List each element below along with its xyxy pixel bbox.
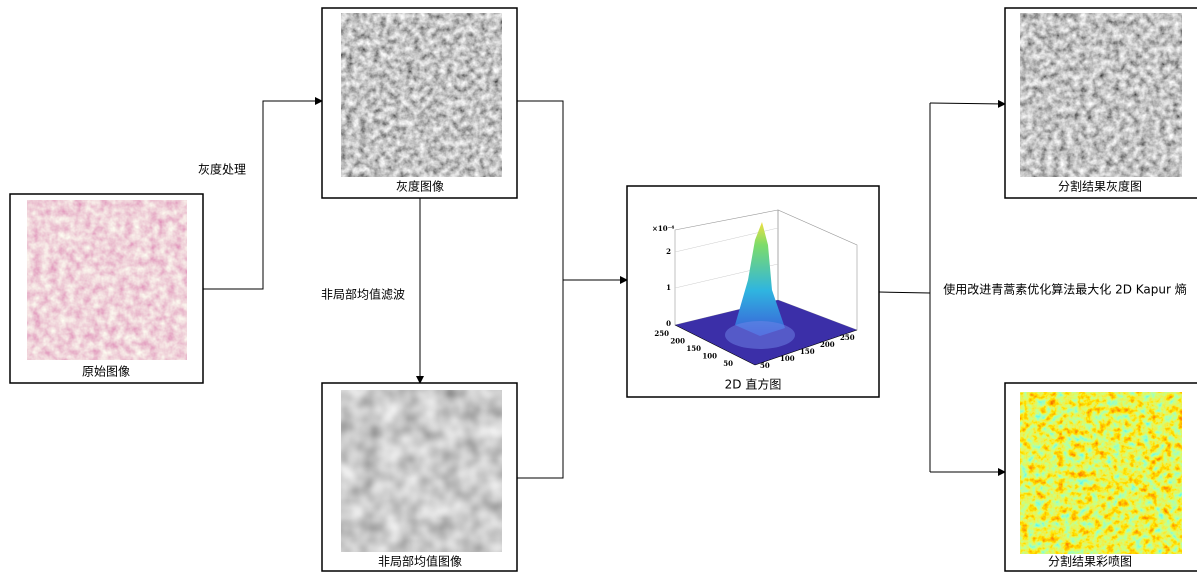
node-label: 2D 直方图	[725, 377, 782, 392]
image	[1020, 13, 1182, 177]
edge	[878, 291, 931, 294]
tick-label: 50	[760, 361, 770, 370]
edge-label: 非局部均值滤波	[321, 287, 405, 302]
image	[341, 390, 502, 552]
edge-label: 灰度处理	[198, 162, 246, 177]
tick-label: 250	[654, 329, 669, 338]
tick-label: 2	[666, 247, 671, 256]
tick-label: 200	[820, 340, 835, 349]
node-label: 原始图像	[82, 365, 130, 379]
edge	[929, 99, 1006, 108]
image	[341, 13, 502, 177]
tick-label: 1	[666, 283, 671, 292]
image	[1020, 392, 1182, 554]
edge	[203, 97, 323, 290]
node-label: 灰度图像	[396, 179, 444, 194]
histogram-plot	[674, 209, 858, 366]
node-label: 非局部均值图像	[378, 554, 462, 569]
tick-label: 100	[780, 354, 795, 363]
tick-label: 200	[670, 337, 685, 346]
node-label: 分割结果彩喷图	[1048, 554, 1132, 569]
tick-label: 250	[840, 333, 855, 342]
image	[27, 200, 187, 360]
tick-label: 150	[686, 344, 701, 353]
tick-label: 100	[702, 352, 717, 361]
edge	[517, 100, 564, 479]
axis-multiplier: ×10⁻⁴	[652, 224, 674, 233]
tick-label: 50	[723, 359, 733, 368]
edge-label: 使用改进青蒿素优化算法最大化 2D Kapur 熵	[943, 282, 1187, 297]
node-label: 分割结果灰度图	[1058, 179, 1142, 194]
tick-label: 0	[666, 319, 671, 328]
tick-label: 150	[800, 347, 815, 356]
